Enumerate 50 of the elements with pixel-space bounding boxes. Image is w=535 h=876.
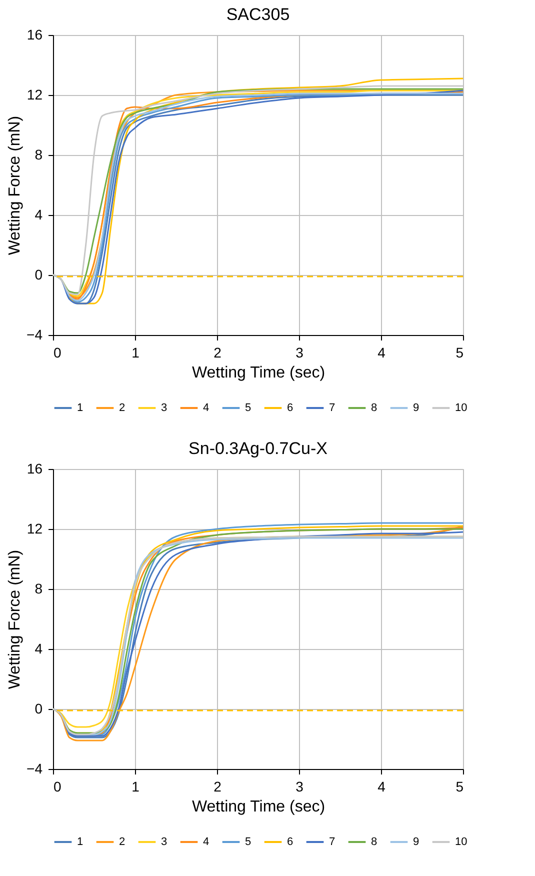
legend-label: 6 (287, 836, 294, 848)
legend-label: 9 (413, 836, 420, 848)
legend-label: 6 (287, 402, 294, 414)
legend-label: 8 (371, 836, 378, 848)
legend-label: 3 (161, 402, 168, 414)
x-tick-label: 3 (296, 778, 304, 794)
y-tick-label: 0 (34, 700, 43, 716)
y-axis-title: Wetting Force (mN) (6, 550, 24, 690)
y-tick-label: −4 (26, 326, 43, 342)
chart-title: SAC305 (226, 5, 290, 24)
x-tick-label: 3 (296, 344, 304, 360)
x-tick-label: 0 (54, 778, 62, 794)
legend-label: 1 (77, 402, 84, 414)
chart-title: Sn-0.3Ag-0.7Cu-X (188, 439, 328, 458)
y-tick-label: −4 (26, 760, 43, 776)
y-tick-label: 0 (34, 266, 43, 282)
y-tick-label: 8 (34, 146, 43, 162)
legend-label: 8 (371, 402, 378, 414)
legend-label: 10 (455, 402, 468, 414)
y-tick-label: 12 (26, 520, 43, 536)
x-tick-label: 1 (132, 778, 140, 794)
legend-label: 10 (455, 836, 468, 848)
legend-label: 4 (203, 402, 210, 414)
legend-label: 2 (119, 402, 126, 414)
y-axis-title: Wetting Force (mN) (6, 116, 24, 256)
y-tick-label: 16 (26, 26, 43, 42)
x-tick-label: 2 (214, 778, 222, 794)
x-tick-label: 5 (456, 778, 464, 794)
legend-label: 4 (203, 836, 210, 848)
y-tick-label: 16 (26, 460, 43, 476)
legend-label: 7 (329, 836, 336, 848)
y-tick-label: 8 (34, 580, 43, 596)
legend-label: 1 (77, 836, 84, 848)
y-tick-label: 4 (34, 640, 43, 656)
x-axis-title: Wetting Time (sec) (192, 364, 326, 382)
x-tick-label: 4 (378, 778, 386, 794)
y-tick-label: 12 (26, 86, 43, 102)
x-tick-label: 0 (54, 344, 62, 360)
legend-label: 5 (245, 836, 252, 848)
legend-label: 2 (119, 836, 126, 848)
legend-label: 3 (161, 836, 168, 848)
legend-label: 9 (413, 402, 420, 414)
x-tick-label: 4 (378, 344, 386, 360)
legend-label: 7 (329, 402, 336, 414)
legend-label: 5 (245, 402, 252, 414)
x-tick-label: 2 (214, 344, 222, 360)
y-tick-label: 4 (34, 206, 43, 222)
x-tick-label: 1 (132, 344, 140, 360)
x-tick-label: 5 (456, 344, 464, 360)
x-axis-title: Wetting Time (sec) (192, 798, 326, 816)
